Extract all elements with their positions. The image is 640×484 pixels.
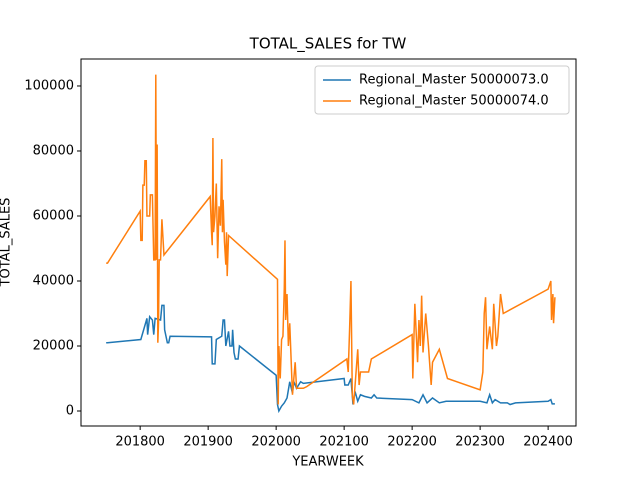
line-series bbox=[106, 74, 556, 405]
line-series bbox=[106, 304, 555, 414]
y-tick-label: 0 bbox=[66, 404, 74, 419]
legend-label: Regional_Master 50000073.0 bbox=[359, 73, 549, 88]
legend-label: Regional_Master 50000074.0 bbox=[359, 94, 549, 109]
y-tick-label: 20000 bbox=[33, 338, 74, 353]
x-tick-label: 202200 bbox=[387, 435, 437, 450]
y-tick-label: 100000 bbox=[24, 78, 74, 93]
plot-frame bbox=[80, 58, 577, 427]
y-tick-label: 40000 bbox=[33, 273, 74, 288]
x-tick-label: 202400 bbox=[523, 435, 573, 450]
x-tick-label: 202100 bbox=[319, 435, 369, 450]
y-tick-label: 60000 bbox=[33, 208, 74, 223]
x-tick-label: 202300 bbox=[455, 435, 505, 450]
x-tick-label: 202000 bbox=[251, 435, 301, 450]
y-tick-label: 80000 bbox=[33, 143, 74, 158]
x-tick-label: 201800 bbox=[115, 435, 165, 450]
x-tick-label: 201900 bbox=[183, 435, 233, 450]
chart-title: TOTAL_SALES for TW bbox=[249, 35, 407, 54]
legend-box bbox=[314, 65, 570, 115]
y-axis-label: TOTAL_SALES bbox=[0, 198, 14, 288]
x-axis-label: YEARWEEK bbox=[291, 455, 364, 470]
